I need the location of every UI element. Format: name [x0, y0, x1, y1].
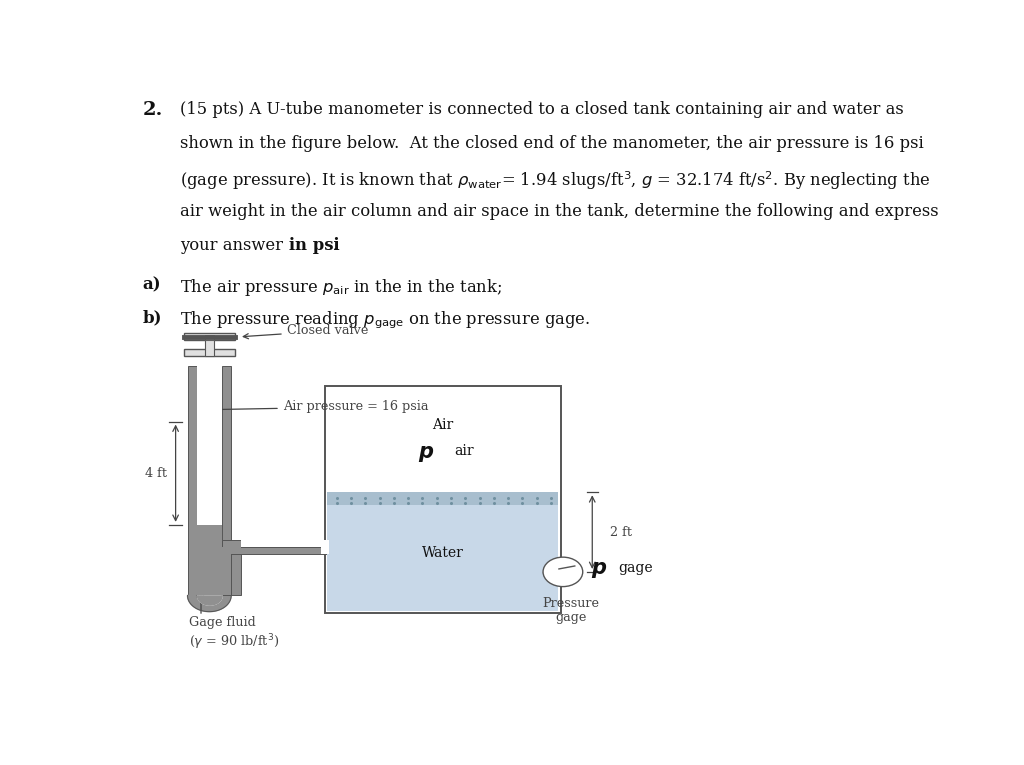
- Text: $\boldsymbol{p}$: $\boldsymbol{p}$: [419, 444, 435, 464]
- Polygon shape: [187, 595, 231, 612]
- Text: Water: Water: [422, 545, 464, 560]
- Text: a): a): [142, 277, 161, 294]
- Text: Pressure: Pressure: [543, 597, 599, 610]
- Text: your answer: your answer: [179, 237, 288, 254]
- Bar: [328, 493, 558, 506]
- Text: 2.: 2.: [142, 101, 163, 119]
- Bar: [328, 388, 558, 493]
- Text: Gage fluid: Gage fluid: [189, 616, 256, 629]
- Text: $\boldsymbol{p}$: $\boldsymbol{p}$: [591, 560, 607, 580]
- Bar: [183, 349, 236, 356]
- Bar: [221, 554, 231, 595]
- Bar: [328, 493, 558, 611]
- Circle shape: [543, 557, 583, 587]
- Bar: [231, 554, 241, 595]
- Text: Closed valve: Closed valve: [244, 324, 368, 339]
- Text: in psi: in psi: [289, 237, 340, 254]
- Text: gage: gage: [555, 611, 587, 624]
- Text: 2 ft: 2 ft: [609, 526, 632, 539]
- Bar: [221, 547, 241, 554]
- Text: Air: Air: [432, 418, 454, 431]
- Text: .: .: [333, 237, 338, 254]
- Bar: [325, 386, 560, 613]
- Text: 4 ft: 4 ft: [144, 467, 167, 480]
- Bar: [221, 540, 330, 547]
- Bar: [205, 335, 214, 340]
- Bar: [205, 340, 214, 356]
- Text: shown in the figure below.  At the closed end of the manometer, the air pressure: shown in the figure below. At the closed…: [179, 135, 924, 151]
- Text: Air pressure = 16 psia: Air pressure = 16 psia: [201, 400, 428, 413]
- Bar: [221, 547, 330, 554]
- Bar: [241, 540, 325, 547]
- Text: air weight in the air column and air space in the tank, determine the following : air weight in the air column and air spa…: [179, 203, 938, 220]
- Bar: [197, 366, 221, 595]
- Bar: [221, 554, 231, 595]
- Bar: [321, 540, 329, 554]
- Text: The air pressure $p_{\rm air}$ in the in the tank;: The air pressure $p_{\rm air}$ in the in…: [179, 277, 502, 298]
- Text: b): b): [142, 309, 162, 326]
- Bar: [183, 334, 236, 340]
- Bar: [221, 366, 231, 595]
- Text: ($\gamma$ = 90 lb/ft$^3$): ($\gamma$ = 90 lb/ft$^3$): [189, 632, 280, 652]
- Bar: [187, 366, 197, 595]
- Bar: [197, 525, 221, 595]
- Text: (gage pressure). It is known that $\rho_{\rm water}$= 1.94 slugs/ft$^3$, $g$ = 3: (gage pressure). It is known that $\rho_…: [179, 169, 930, 192]
- Bar: [221, 554, 231, 595]
- Text: (15 pts) A U-tube manometer is connected to a closed tank containing air and wat: (15 pts) A U-tube manometer is connected…: [179, 101, 903, 118]
- Text: The pressure reading $p_{\rm gage}$ on the pressure gage.: The pressure reading $p_{\rm gage}$ on t…: [179, 309, 590, 330]
- Text: air: air: [455, 444, 474, 458]
- Text: gage: gage: [618, 562, 653, 575]
